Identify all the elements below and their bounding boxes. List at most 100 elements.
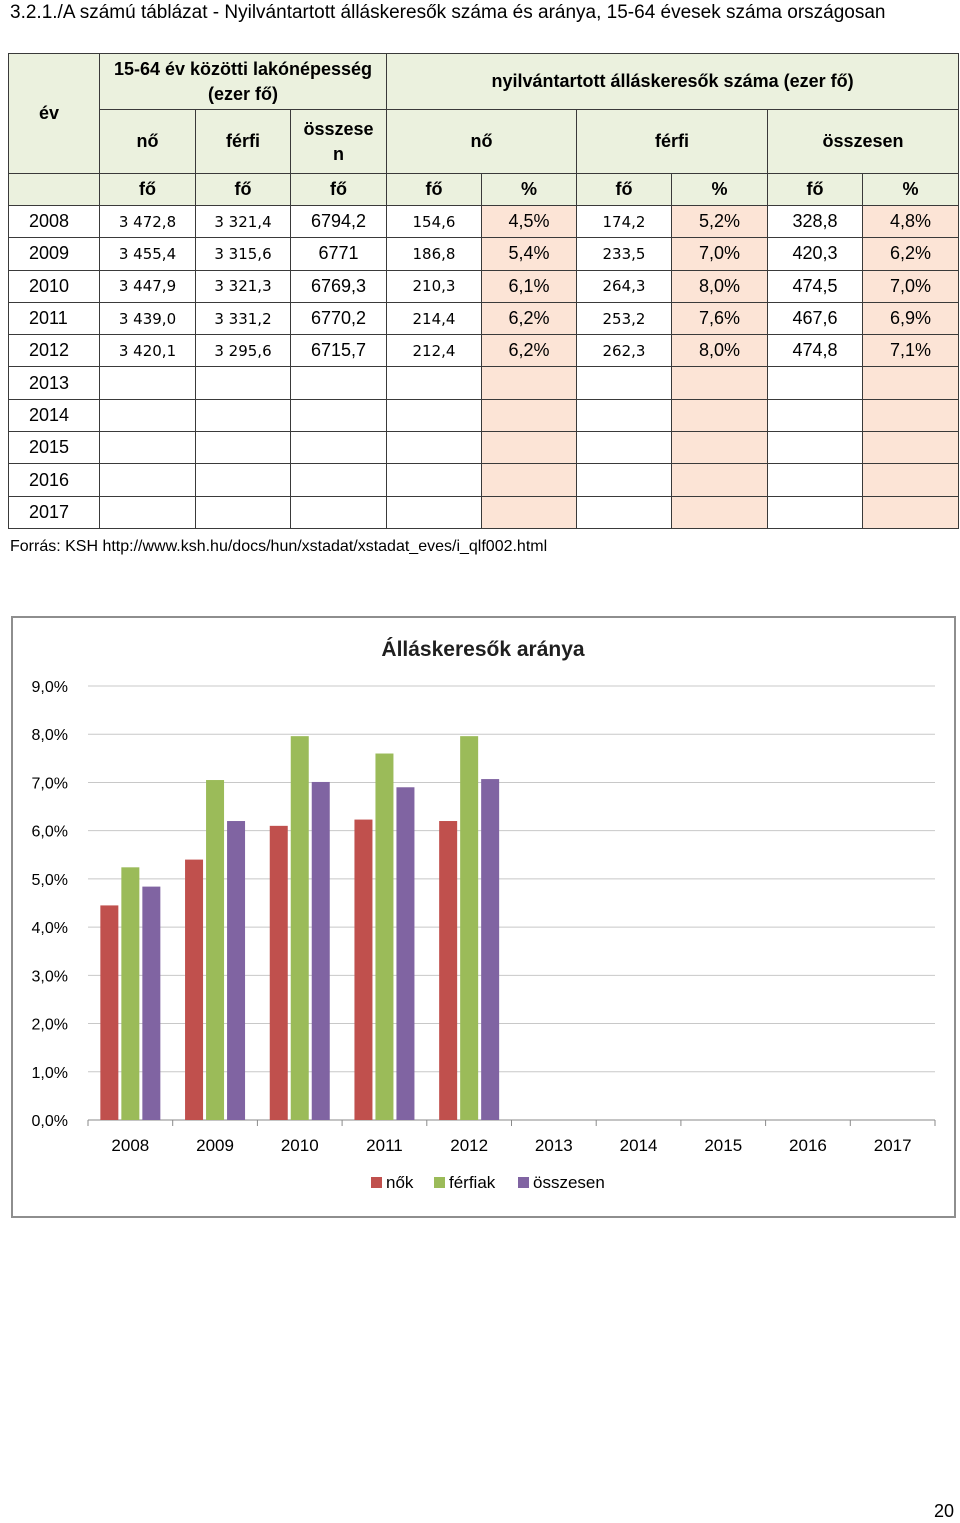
cell-pop-no: 3 455,4 (99, 237, 196, 271)
cell-pop-ferfi: 3 315,6 (195, 237, 291, 271)
cell-reg-no: 214,4 (386, 301, 482, 336)
cell-reg-ferfi-pct (671, 463, 768, 497)
cell-reg-no-pct: 6,2% (481, 301, 577, 336)
cell-pop-no: 3 447,9 (99, 269, 196, 303)
cell-pop-ferfi (195, 366, 291, 400)
cell-pop-no: 3 439,0 (99, 301, 196, 336)
cell-reg-total-pct: 6,2% (861, 237, 960, 271)
cell-pop-total (290, 366, 387, 400)
cell-pop-ferfi: 3 331,2 (195, 301, 291, 336)
y-tick-label: 6,0% (32, 824, 68, 841)
cell-pop-no: 3 420,1 (99, 334, 196, 368)
cell-reg-ferfi (576, 463, 672, 497)
bar-nok (439, 821, 458, 1120)
bar-nok (100, 905, 119, 1120)
cell-pop-total: 6794,2 (290, 204, 387, 239)
cell-pop-no (99, 398, 196, 433)
legend-label: nők (386, 1173, 414, 1192)
cell-year: 2017 (8, 495, 100, 529)
x-tick-label: 2016 (789, 1136, 827, 1155)
bar-osszesen (481, 779, 500, 1120)
page-title: 3.2.1./A számú táblázat - Nyilvántartott… (10, 2, 886, 23)
cell-reg-ferfi: 264,3 (576, 269, 672, 303)
cell-reg-no: 154,6 (386, 204, 482, 239)
cell-pop-ferfi (195, 398, 291, 433)
x-tick-label: 2017 (874, 1136, 912, 1155)
x-tick-label: 2012 (450, 1136, 488, 1155)
bar-osszesen (396, 787, 415, 1120)
y-tick-label: 1,0% (32, 1065, 68, 1082)
cell-reg-total: 474,5 (767, 269, 863, 303)
cell-reg-ferfi (576, 366, 672, 400)
cell-year: 2014 (8, 398, 100, 433)
unit-cell: fő (767, 173, 863, 206)
cell-reg-no (386, 431, 482, 465)
cell-pop-no: 3 472,8 (99, 204, 196, 239)
cell-reg-ferfi (576, 398, 672, 433)
cell-reg-no-pct: 4,5% (481, 204, 577, 239)
unit-cell: % (861, 173, 960, 206)
cell-pop-total (290, 495, 387, 529)
cell-reg-ferfi (576, 495, 672, 529)
legend-label: összesen (533, 1173, 605, 1192)
bar-ferfiak (375, 753, 394, 1120)
cell-pop-no (99, 366, 196, 400)
cell-pop-total: 6769,3 (290, 269, 387, 303)
bar-nok (269, 825, 288, 1120)
cell-reg-ferfi: 253,2 (576, 301, 672, 336)
unit-cell: fő (99, 173, 196, 206)
cell-reg-no-pct: 6,1% (481, 269, 577, 303)
header-row-sub: nő férfi összesen nő férfi összesen (9, 109, 960, 174)
cell-reg-no: 210,3 (386, 269, 482, 303)
legend-swatch (371, 1177, 382, 1188)
bar-ferfiak (460, 736, 479, 1120)
cell-reg-total (767, 463, 863, 497)
cell-pop-ferfi: 3 321,3 (195, 269, 291, 303)
cell-year: 2009 (8, 237, 100, 271)
bar-osszesen (142, 886, 161, 1120)
x-tick-label: 2013 (535, 1136, 573, 1155)
cell-reg-total: 328,8 (767, 204, 863, 239)
cell-reg-no-pct (481, 398, 577, 433)
cell-reg-total-pct: 6,9% (861, 301, 960, 336)
header-registered: nyilvántartott álláskeresők száma (ezer … (385, 53, 960, 110)
cell-year: 2016 (8, 463, 100, 497)
unit-cell: % (481, 173, 577, 206)
table-row: 2016 (8, 463, 960, 497)
cell-reg-total-pct (861, 431, 960, 465)
unit-cell: fő (576, 173, 672, 206)
cell-reg-ferfi-pct: 7,6% (671, 301, 768, 336)
cell-reg-no: 186,8 (386, 237, 482, 271)
cell-reg-total-pct (861, 366, 960, 400)
bar-osszesen (311, 781, 330, 1120)
cell-pop-ferfi: 3 321,4 (195, 204, 291, 239)
cell-reg-no-pct: 6,2% (481, 334, 577, 368)
legend-label: férfiak (449, 1173, 496, 1192)
cell-pop-ferfi (195, 431, 291, 465)
cell-year: 2011 (8, 301, 100, 336)
cell-year: 2013 (8, 366, 100, 400)
header-pop-osszesen: összesen (290, 109, 387, 174)
table-row: 2009 3 455,4 3 315,6 6771 186,8 5,4% 233,5 7,0%… (8, 237, 960, 271)
table-row: 2014 (8, 398, 960, 433)
cell-pop-total: 6715,7 (290, 334, 387, 368)
table-row: 2013 (8, 366, 960, 400)
unit-cell: fő (290, 173, 387, 206)
page-number: 20 (933, 1501, 954, 1521)
cell-reg-no-pct (481, 431, 577, 465)
cell-reg-total-pct (861, 398, 960, 433)
jobseekers-table: év 15-64 év közötti lakónépesség (ezer f… (8, 53, 960, 529)
cell-pop-no (99, 431, 196, 465)
cell-pop-no (99, 463, 196, 497)
cell-reg-total: 420,3 (767, 237, 863, 271)
y-tick-label: 8,0% (32, 727, 68, 744)
header-pop-ferfi: férfi (195, 109, 291, 174)
x-tick-label: 2009 (196, 1136, 234, 1155)
cell-reg-no (386, 366, 482, 400)
cell-pop-total (290, 431, 387, 465)
y-tick-label: 5,0% (32, 872, 68, 889)
legend-swatch (518, 1177, 529, 1188)
x-tick-label: 2010 (281, 1136, 319, 1155)
cell-year: 2008 (8, 204, 100, 239)
cell-reg-ferfi-pct: 8,0% (671, 269, 768, 303)
